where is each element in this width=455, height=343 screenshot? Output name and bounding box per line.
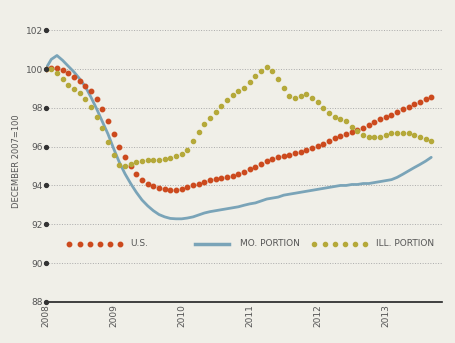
Text: ILL. PORTION: ILL. PORTION [375, 239, 433, 248]
Text: U.S.: U.S. [131, 239, 148, 248]
Text: MO. PORTION: MO. PORTION [239, 239, 299, 248]
Y-axis label: DECEMBER 2007=100: DECEMBER 2007=100 [12, 115, 21, 208]
